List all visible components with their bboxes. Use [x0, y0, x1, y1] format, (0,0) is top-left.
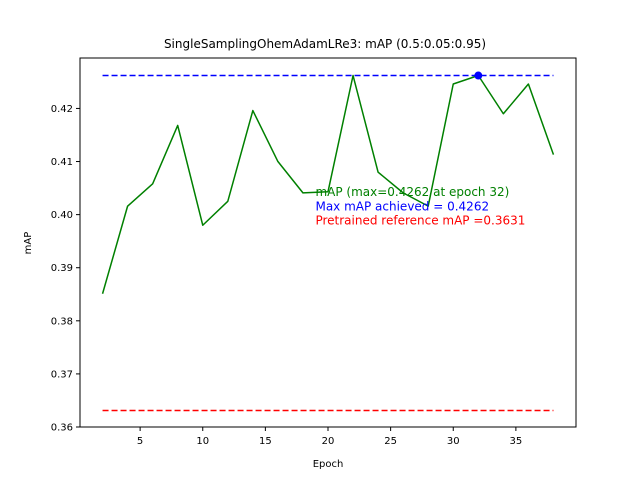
y-tick-label: 0.39	[51, 263, 73, 274]
x-tick-label: 20	[322, 436, 335, 447]
annotation-text: Pretrained reference mAP =0.3631	[315, 214, 525, 228]
x-tick-label: 15	[259, 436, 272, 447]
x-axis: 5 10 15 20 25 30 35	[137, 427, 522, 447]
x-tick-label: 5	[137, 436, 143, 447]
x-tick-label: 35	[510, 436, 523, 447]
x-tick-label: 25	[384, 436, 397, 447]
chart-title: SingleSamplingOhemAdamLRe3: mAP (0.5:0.0…	[164, 37, 486, 51]
y-tick-label: 0.37	[51, 369, 73, 380]
y-tick-label: 0.42	[51, 104, 73, 115]
y-tick-label: 0.36	[51, 423, 73, 434]
x-tick-label: 30	[447, 436, 460, 447]
x-tick-label: 10	[196, 436, 209, 447]
annotation-text: mAP (max=0.4262 at epoch 32)	[315, 185, 509, 199]
annotations: mAP (max=0.4262 at epoch 32)Max mAP achi…	[315, 185, 525, 228]
y-axis-label: mAP	[23, 232, 34, 255]
y-tick-label: 0.38	[51, 316, 73, 327]
y-axis: 0.36 0.37 0.38 0.39 0.40 0.41 0.42	[51, 104, 80, 434]
y-tick-label: 0.40	[51, 210, 73, 221]
x-axis-label: Epoch	[313, 459, 344, 470]
plot-frame	[79, 57, 577, 428]
plot-area	[101, 71, 555, 412]
annotation-text: Max mAP achieved = 0.4262	[315, 199, 489, 213]
max-marker	[474, 71, 483, 80]
y-tick-label: 0.41	[51, 157, 73, 168]
